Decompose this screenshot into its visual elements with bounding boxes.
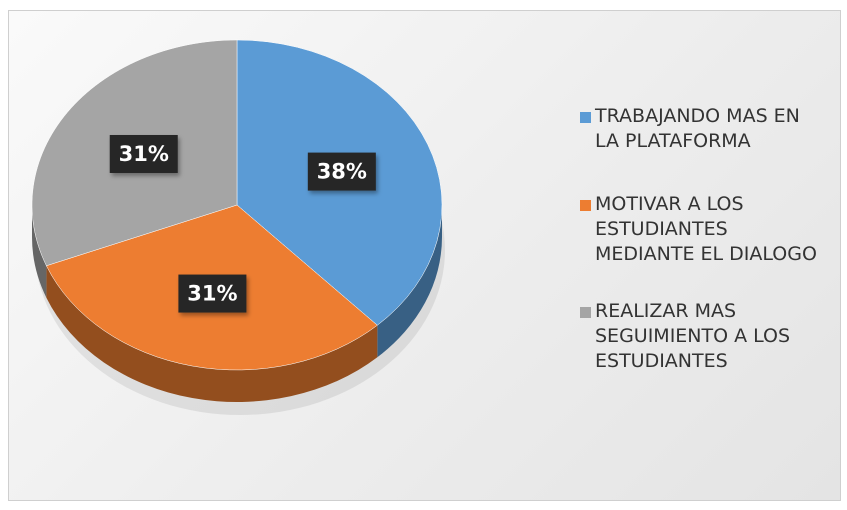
- label-box: [109, 134, 178, 173]
- legend-label: TRABAJANDO MAS EN LA PLATAFORMA: [595, 105, 800, 152]
- legend-label: REALIZAR MAS SEGUIMIENTO A LOS ESTUDIANT…: [595, 300, 791, 372]
- label-box: [307, 152, 376, 191]
- legend-swatch: [580, 112, 591, 123]
- data-label: 31%: [119, 142, 169, 166]
- slice-side: [46, 265, 378, 402]
- legend-swatch: [580, 307, 591, 318]
- legend-item: REALIZAR MAS SEGUIMIENTO A LOS ESTUDIANT…: [580, 299, 820, 374]
- legend-item: MOTIVAR A LOS ESTUDIANTES MEDIANTE EL DI…: [580, 192, 820, 267]
- data-label: 31%: [187, 282, 237, 306]
- slice-side: [377, 205, 442, 358]
- slice-side: [32, 205, 47, 298]
- legend-item: TRABAJANDO MAS EN LA PLATAFORMA: [580, 104, 820, 154]
- legend-label: MOTIVAR A LOS ESTUDIANTES MEDIANTE EL DI…: [595, 193, 817, 265]
- label-box: [178, 274, 247, 313]
- data-label: 38%: [317, 160, 367, 184]
- legend-swatch: [580, 200, 591, 211]
